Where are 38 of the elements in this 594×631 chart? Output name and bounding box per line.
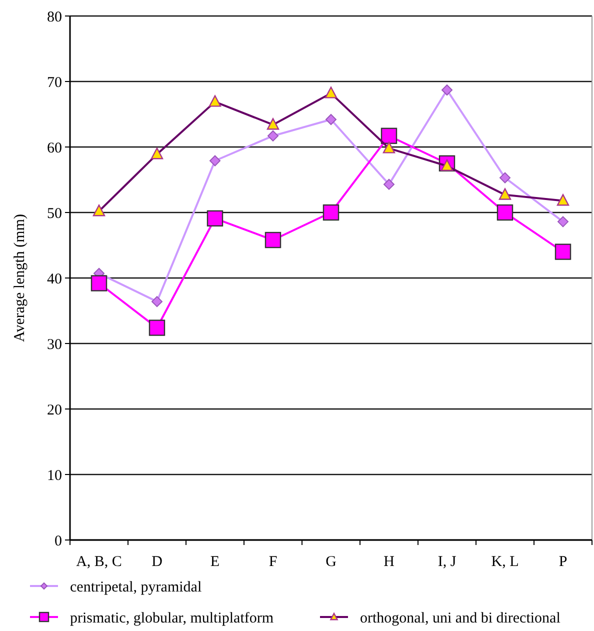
y-tick-label: 10 — [47, 468, 62, 484]
y-tick-label: 0 — [54, 533, 62, 550]
point — [554, 244, 572, 260]
x-tick-label: H — [384, 554, 395, 570]
x-tick-label: D — [152, 554, 163, 570]
point — [264, 232, 282, 248]
point — [90, 275, 108, 292]
point — [442, 84, 452, 96]
y-tick-label: 50 — [47, 206, 62, 222]
point — [322, 204, 340, 221]
legend-label: prismatic, globular, multiplatform — [70, 610, 274, 626]
y-axis-title: Average length (mm) — [12, 214, 28, 342]
x-tick-label: A, B, C — [76, 554, 122, 570]
point — [152, 296, 162, 308]
x-tick-label: F — [268, 554, 278, 570]
x-tick-label: P — [558, 554, 568, 570]
y-tick-label: 30 — [47, 336, 62, 353]
point — [496, 204, 514, 221]
y-tick-label: 40 — [47, 271, 62, 288]
legend-label: centripetal, pyramidal — [70, 579, 202, 596]
y-tick-label: 20 — [47, 402, 62, 418]
x-tick-label: G — [326, 554, 337, 570]
point — [268, 130, 278, 142]
x-tick-label: I, J — [438, 554, 456, 570]
point — [380, 128, 398, 144]
x-tick-label: E — [210, 554, 220, 570]
point — [210, 155, 220, 166]
point — [558, 216, 568, 228]
x-tick-label: K, L — [491, 554, 519, 570]
point — [326, 114, 336, 125]
point — [148, 320, 166, 336]
legend-label: orthogonal, uni and bi directional — [360, 610, 560, 626]
y-tick-label: 60 — [47, 140, 62, 156]
point — [384, 178, 394, 190]
y-tick-label: 70 — [47, 74, 62, 91]
point — [500, 172, 510, 184]
point — [206, 210, 224, 226]
y-tick-label: 80 — [47, 9, 62, 26]
